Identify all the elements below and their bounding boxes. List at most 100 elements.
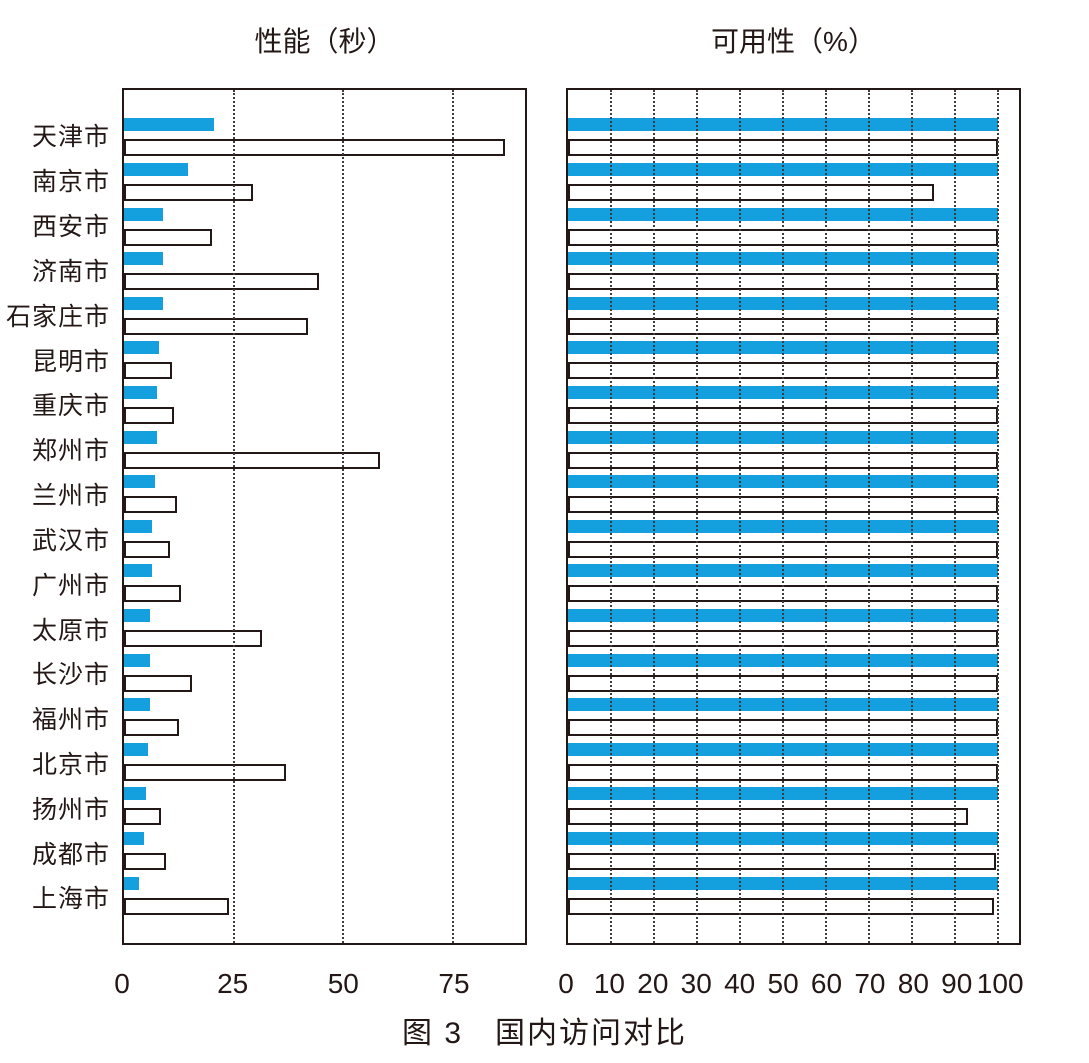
bar-row [124,740,525,785]
x-tick-label-25: 25 [217,968,249,999]
bar-row [568,427,1019,472]
bar-row [568,650,1019,695]
category-label: 南京市 [31,168,110,197]
bar-blue-filled [124,698,151,712]
category-label: 成都市 [31,840,110,869]
bar-row [568,383,1019,428]
bar-white-outlined [124,808,162,826]
bar-white-outlined [124,897,230,915]
bar-row [568,204,1019,249]
bar-row [568,784,1019,829]
gridline-100 [997,90,1000,943]
gridline-50 [782,90,785,943]
bar-row [124,784,525,829]
bar-white-outlined [124,674,192,692]
bar-white-outlined [124,719,179,737]
gridline-25 [232,90,235,943]
bar-row [124,606,525,651]
bar-white-outlined [124,630,263,647]
bar-blue-filled [124,653,151,667]
bar-white-outlined [124,273,320,291]
gridline-20 [653,90,656,943]
gridline-70 [868,90,871,943]
bar-row [568,606,1019,651]
bar-white-outlined [568,183,934,201]
bar-row [124,829,525,874]
category-label: 兰州市 [31,482,110,511]
bar-row [568,740,1019,785]
figure-caption: 图 3 国内访问对比 [401,1017,688,1050]
bar-row [124,204,525,249]
category-label: 扬州市 [31,795,110,824]
bar-row [124,561,525,606]
category-label: 天津市 [31,123,110,152]
x-tick-label-90: 90 [941,968,973,999]
bar-row [568,293,1019,338]
performance-chart-title: 性能（秒） [254,26,395,57]
bar-row [124,160,525,205]
bar-row [124,249,525,294]
bar-blue-filled [124,787,146,801]
bar-row [568,829,1019,874]
bar-row [124,695,525,740]
bar-white-outlined [568,853,997,871]
bar-blue-filled [124,475,155,489]
bar-row [124,650,525,695]
bar-white-outlined [124,853,166,871]
bar-white-outlined [124,317,309,335]
bar-row [568,338,1019,383]
bar-row [568,873,1019,918]
bar-rows [124,115,525,918]
bar-white-outlined [568,808,969,826]
availability-chart-title: 可用性（%） [711,26,876,57]
bar-row [124,427,525,472]
gridline-60 [825,90,828,943]
category-label: 上海市 [31,885,110,914]
bar-blue-filled [124,742,149,756]
category-label: 长沙市 [31,661,110,690]
bar-row [568,472,1019,517]
availability-x-axis: 0 10 20 30 40 50 60 70 80 90 100 [558,964,1023,1004]
category-label: 昆明市 [31,347,110,376]
bar-white-outlined [124,362,173,380]
bar-white-outlined [124,183,254,201]
bar-blue-filled [124,296,164,310]
bar-blue-filled [124,385,157,399]
availability-chart-plot [566,88,1021,945]
x-tick-label-50: 50 [767,968,799,999]
x-tick-label-60: 60 [810,968,843,999]
category-label: 广州市 [31,571,110,600]
bar-white-outlined [124,406,175,424]
bar-blue-filled [124,207,164,221]
bar-white-outlined [124,228,212,246]
category-label: 石家庄市 [5,302,110,331]
x-tick-label-20: 20 [637,968,669,999]
x-tick-label-40: 40 [724,968,756,999]
bar-row [124,472,525,517]
category-label: 西安市 [31,213,110,242]
x-tick-label-10: 10 [593,968,625,999]
bar-row [124,338,525,383]
bar-rows [568,115,1019,918]
bar-blue-filled [124,564,153,578]
bar-blue-filled [124,162,188,176]
category-label: 武汉市 [31,526,110,555]
category-label: 郑州市 [31,437,110,466]
gridline-80 [911,90,914,943]
bar-row [124,293,525,338]
bar-white-outlined [124,139,506,157]
bar-row [568,249,1019,294]
gridline-50 [342,90,345,943]
category-label: 福州市 [31,706,110,735]
category-labels: 天津市 南京市 西安市 济南市 石家庄市 昆明市 重庆市 郑州市 兰州市 武汉市 广州市 太原市 长沙市… [0,113,110,920]
bar-row [124,516,525,561]
category-label: 重庆市 [31,392,110,421]
bar-blue-filled [124,118,214,132]
x-tick-label-75: 75 [438,968,470,999]
bar-row [568,516,1019,561]
bar-row [568,115,1019,160]
bar-blue-filled [124,876,140,890]
bar-row [124,383,525,428]
performance-x-axis: 0 25 50 75 [114,964,527,1004]
